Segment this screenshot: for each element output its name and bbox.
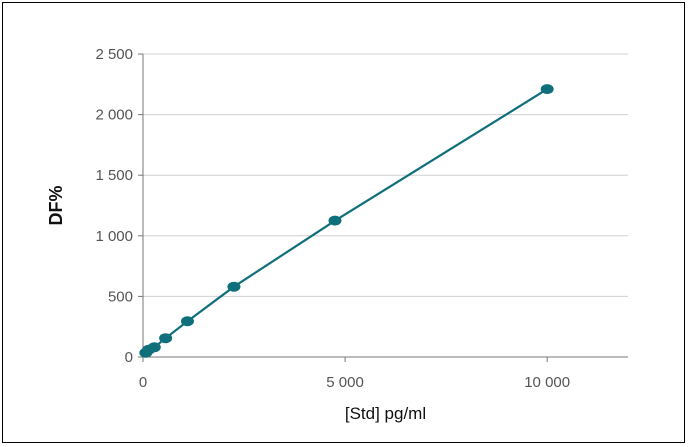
data-point <box>328 215 342 226</box>
data-point <box>227 281 241 292</box>
x-axis-title: [Std] pg/ml <box>345 404 426 423</box>
data-points <box>139 84 554 358</box>
data-point <box>147 342 161 353</box>
axes <box>142 54 628 358</box>
y-tick-label: 0 <box>125 349 133 366</box>
tick-marks: 0 500 1 000 1 500 2 000 2 500 0 5 000 10 000 <box>95 46 570 391</box>
y-axis-title: DF% <box>46 186 66 226</box>
y-tick-label: 1 500 <box>95 167 133 184</box>
x-tick-label: 0 <box>139 374 147 391</box>
x-tick-label: 5 000 <box>326 374 364 391</box>
series-polyline <box>144 88 548 354</box>
data-point <box>159 333 173 344</box>
y-tick-label: 500 <box>108 288 133 305</box>
data-point <box>540 84 554 95</box>
y-tick-label: 2 500 <box>95 46 133 63</box>
x-tick-label: 10 000 <box>524 374 570 391</box>
series-line <box>144 88 548 354</box>
y-tick-label: 1 000 <box>95 228 133 245</box>
grid-lines <box>143 53 628 297</box>
y-tick-label: 2 000 <box>95 107 133 124</box>
chart-frame <box>2 2 685 443</box>
data-point <box>180 316 194 327</box>
